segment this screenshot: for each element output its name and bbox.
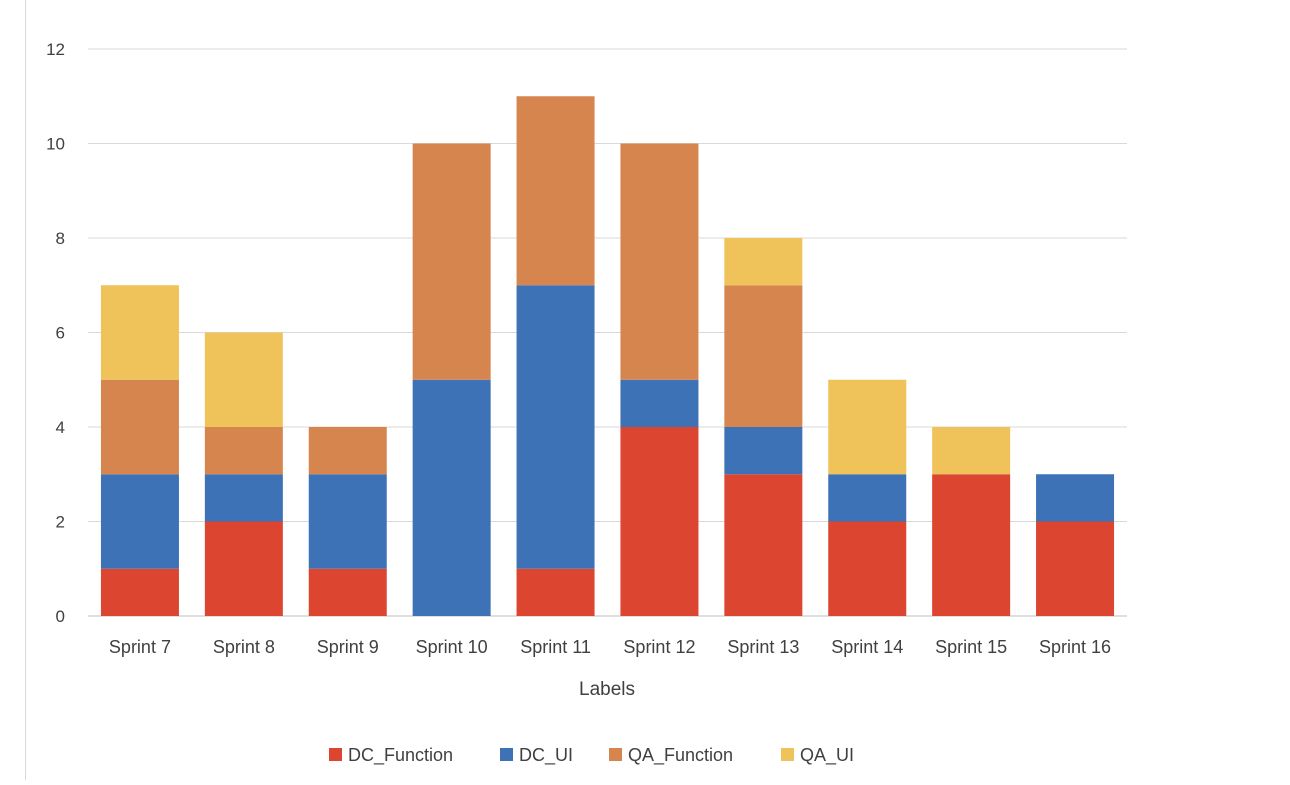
bar-segment [100, 379, 179, 475]
bar-segment [308, 568, 387, 616]
y-tick-label: 12 [46, 40, 65, 59]
x-tick-label: Sprint 14 [831, 637, 903, 657]
bar-segment [204, 427, 283, 475]
y-axis-ticks: 0 2 4 6 8 10 12 [46, 40, 65, 626]
x-axis-ticks: Sprint 7 Sprint 8 Sprint 9 Sprint 10 Sprint … [109, 637, 1111, 657]
x-tick-label: Sprint 10 [416, 637, 488, 657]
x-tick-label: Sprint 7 [109, 637, 171, 657]
x-tick-label: Sprint 11 [520, 637, 591, 657]
y-tick-label: 6 [56, 324, 65, 343]
legend-label: QA_Function [628, 745, 733, 766]
legend-swatch [500, 748, 513, 761]
left-border [25, 0, 26, 780]
bar-segment [516, 568, 595, 616]
legend-label: DC_UI [519, 745, 573, 766]
bar-segment [204, 474, 283, 522]
x-tick-label: Sprint 16 [1039, 637, 1111, 657]
bar-segment [724, 285, 803, 427]
bar-segment [1036, 521, 1115, 616]
bar-segment [620, 427, 699, 616]
bar-segment [308, 427, 387, 475]
bar-segment [204, 332, 283, 427]
bar-segment [828, 379, 907, 475]
bar-segment [828, 474, 907, 522]
y-tick-label: 2 [56, 513, 65, 532]
legend-label: QA_UI [800, 745, 854, 766]
bar-segment [516, 285, 595, 569]
legend-swatch [329, 748, 342, 761]
bar-segment [100, 568, 179, 616]
x-tick-label: Sprint 12 [623, 637, 695, 657]
bar-segment [932, 427, 1011, 475]
legend-swatch [781, 748, 794, 761]
bars [100, 96, 1115, 616]
bar-segment [828, 521, 907, 616]
bar-segment [412, 143, 491, 380]
bar-segment [620, 379, 699, 427]
x-tick-label: Sprint 15 [935, 637, 1007, 657]
bar-segment [100, 285, 179, 380]
legend: DC_Function DC_UI QA_Function QA_UI [329, 745, 854, 766]
bar-segment [412, 379, 491, 616]
y-tick-label: 0 [56, 607, 65, 626]
bar-segment [516, 96, 595, 286]
bar-segment [932, 474, 1011, 616]
x-tick-label: Sprint 8 [213, 637, 275, 657]
bar-segment [724, 238, 803, 286]
bar-segment [620, 143, 699, 380]
x-axis-label: Labels [579, 679, 635, 700]
bar-segment [1036, 474, 1115, 522]
bar-segment [100, 474, 179, 569]
x-tick-label: Sprint 13 [727, 637, 799, 657]
y-tick-label: 8 [56, 229, 65, 248]
legend-label: DC_Function [348, 745, 453, 766]
bar-segment [724, 427, 803, 475]
legend-swatch [609, 748, 622, 761]
y-tick-label: 10 [46, 135, 65, 154]
bar-segment [724, 474, 803, 616]
bar-segment [308, 474, 387, 569]
y-tick-label: 4 [56, 418, 65, 437]
x-tick-label: Sprint 9 [317, 637, 379, 657]
bar-segment [204, 521, 283, 616]
